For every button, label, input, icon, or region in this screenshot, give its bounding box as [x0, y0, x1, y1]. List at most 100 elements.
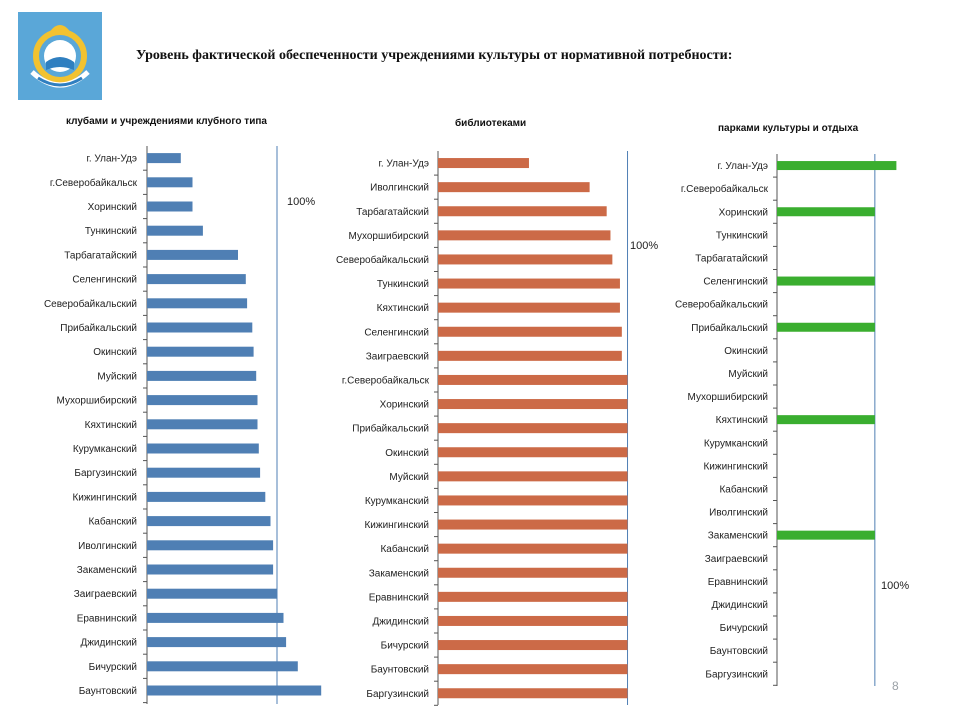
libraries-bar — [438, 519, 628, 530]
parks-category-label: Еравнинский — [708, 577, 768, 588]
parks-category-label: Тункинский — [716, 230, 768, 241]
libraries-bar — [438, 326, 622, 337]
clubs-category-label: Джидинский — [80, 638, 137, 649]
parks-category-label: Тарбагатайский — [695, 252, 768, 264]
libraries-category-label: Иволгинский — [370, 183, 429, 194]
libraries-bar — [438, 158, 529, 169]
parks-category-label: Муйский — [728, 369, 768, 380]
libraries-chart-title: библиотеками — [455, 118, 527, 129]
parks-bar — [777, 530, 875, 540]
parks-reference-label: 100% — [881, 580, 909, 592]
libraries-category-label: Тункинский — [377, 279, 429, 290]
parks-category-label: Мухоршибирский — [688, 391, 768, 403]
libraries-category-label: г.Северобайкальск — [342, 374, 430, 386]
parks-bar — [777, 161, 897, 171]
clubs-category-label: Баргузинский — [74, 468, 137, 479]
libraries-category-label: Прибайкальский — [352, 423, 429, 435]
emblem-icon — [18, 12, 102, 100]
libraries-category-label: Кяхтинский — [377, 303, 429, 314]
parks-bar — [777, 322, 875, 332]
clubs-bar — [147, 370, 257, 381]
clubs-category-label: Курумканский — [73, 444, 137, 455]
parks-category-label: Иволгинский — [709, 508, 768, 519]
parks-category-label: г. Улан-Удэ — [717, 161, 768, 172]
libraries-bar — [438, 278, 620, 289]
clubs-category-label: Бичурский — [89, 662, 137, 673]
libraries-bar — [438, 567, 628, 578]
clubs-bar — [147, 395, 258, 406]
libraries-category-label: Кабанский — [380, 543, 429, 555]
libraries-bar — [438, 423, 628, 434]
parks-category-label: Баунтовский — [710, 646, 768, 657]
parks-bar — [777, 415, 875, 425]
libraries-category-label: Тарбагатайский — [356, 206, 429, 218]
clubs-bar — [147, 491, 266, 502]
clubs-category-label: Тарбагатайский — [64, 249, 137, 261]
clubs-category-label: Селенгинский — [72, 275, 137, 286]
parks-category-label: Закаменский — [708, 531, 768, 542]
clubs-bar — [147, 177, 193, 188]
clubs-category-label: Кижингинский — [72, 492, 137, 503]
clubs-category-label: Прибайкальский — [60, 322, 137, 334]
libraries-bar — [438, 399, 628, 410]
clubs-bar — [147, 153, 181, 164]
parks-category-label: Северобайкальский — [675, 299, 768, 311]
clubs-bar — [147, 249, 238, 260]
clubs-bar — [147, 322, 253, 333]
clubs-bar — [147, 443, 259, 454]
libraries-bar — [438, 230, 611, 241]
clubs-category-label: г. Улан-Удэ — [86, 154, 137, 165]
parks-category-label: Баргузинский — [705, 669, 768, 680]
parks-category-label: Заиграевский — [705, 554, 768, 565]
clubs-bar — [147, 564, 274, 575]
libraries-category-label: Северобайкальский — [336, 254, 429, 266]
parks-bar — [777, 207, 875, 217]
libraries-bar — [438, 182, 590, 193]
clubs-category-label: Еравнинский — [77, 613, 137, 624]
clubs-category-label: Муйский — [97, 371, 137, 382]
clubs-category-label: Закаменский — [77, 565, 137, 576]
parks-category-label: Кабанский — [719, 483, 768, 495]
libraries-category-label: Кижингинский — [364, 520, 429, 531]
libraries-category-label: г. Улан-Удэ — [378, 159, 429, 170]
clubs-bar — [147, 225, 203, 236]
libraries-category-label: Мухоршибирский — [349, 230, 429, 242]
clubs-bar — [147, 274, 246, 285]
clubs-category-label: Иволгинский — [78, 541, 137, 552]
clubs-bar — [147, 298, 248, 309]
libraries-reference-label: 100% — [630, 240, 658, 252]
clubs-bar — [147, 467, 261, 478]
libraries-category-label: Бичурский — [381, 641, 429, 652]
libraries-category-label: Баунтовский — [371, 665, 429, 676]
clubs-chart-title: клубами и учреждениями клубного типа — [66, 116, 267, 127]
libraries-bar — [438, 688, 628, 699]
page-number: 8 — [892, 679, 899, 693]
parks-category-label: Курумканский — [704, 438, 768, 449]
parks-category-label: Кяхтинский — [716, 415, 768, 426]
libraries-bar — [438, 254, 613, 265]
parks-category-label: Окинский — [724, 346, 768, 357]
clubs-category-label: Тункинский — [85, 226, 137, 237]
parks-category-label: Джидинский — [711, 600, 768, 611]
clubs-bar — [147, 661, 298, 672]
libraries-bar — [438, 543, 628, 554]
libraries-category-label: Хоринский — [380, 400, 429, 411]
libraries-bar — [438, 664, 628, 675]
clubs-bar — [147, 637, 287, 648]
parks-category-label: Прибайкальский — [691, 322, 768, 334]
clubs-bar — [147, 419, 258, 430]
clubs-category-label: Кяхтинский — [85, 420, 137, 431]
libraries-category-label: Окинский — [385, 448, 429, 459]
clubs-bar — [147, 685, 322, 696]
clubs-category-label: Кабанский — [88, 516, 137, 528]
clubs-bar — [147, 540, 274, 551]
libraries-bar — [438, 374, 628, 385]
parks-category-label: Кижингинский — [703, 461, 768, 472]
clubs-category-label: г.Северобайкальск — [50, 177, 138, 189]
libraries-category-label: Муйский — [389, 472, 429, 483]
libraries-bar — [438, 350, 622, 361]
clubs-category-label: Хоринский — [88, 202, 137, 213]
clubs-category-label: Северобайкальский — [44, 298, 137, 310]
